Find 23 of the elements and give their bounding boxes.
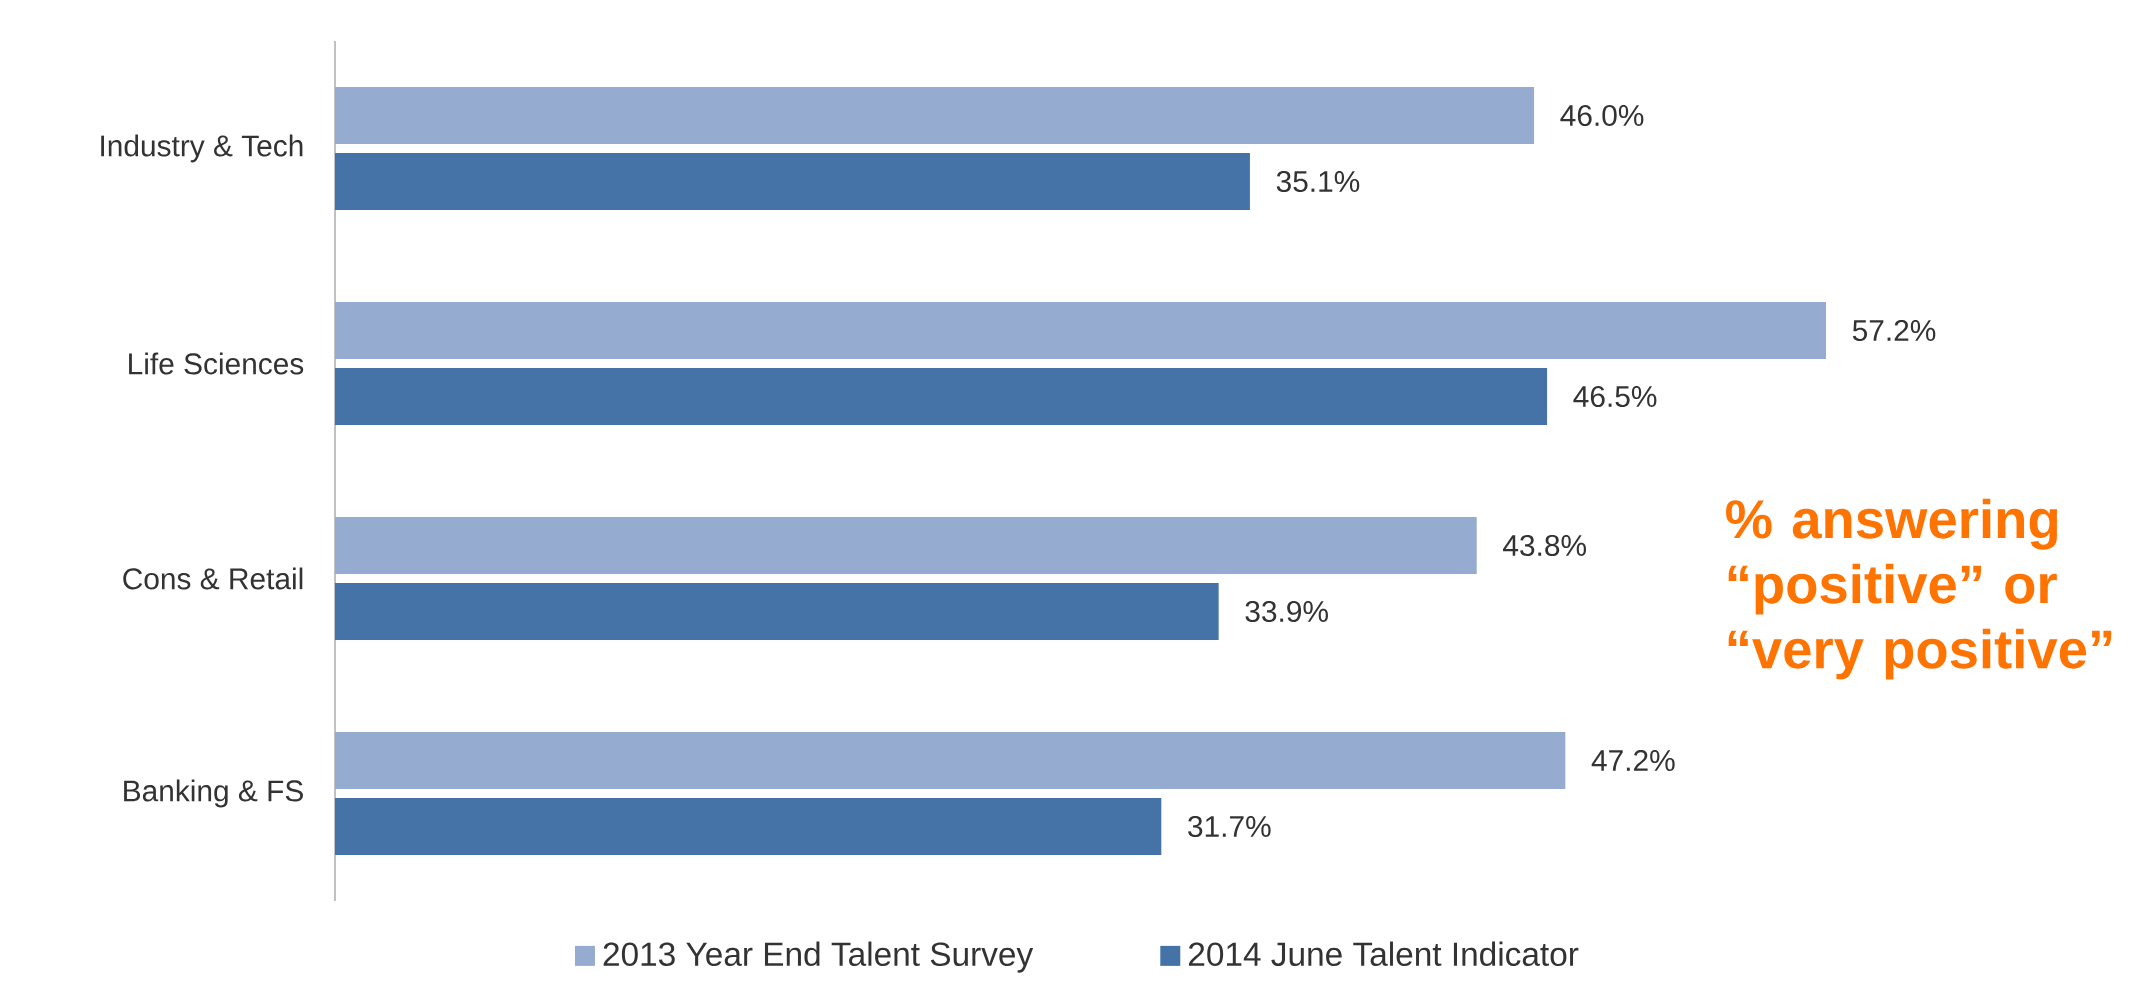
- data-label: 35.1%: [1276, 170, 1360, 193]
- bar: [335, 302, 1826, 359]
- y-tick-label: Cons & Retail: [123, 567, 303, 590]
- y-tick-label: Industry & Tech: [101, 134, 303, 163]
- data-label: 47.2%: [1591, 750, 1675, 771]
- legend-label: 2013 Year End Talent Survey: [603, 941, 1034, 973]
- bar: [335, 583, 1219, 640]
- data-label: 33.9%: [1245, 600, 1328, 623]
- legend-label: 2014 June Talent Indicator: [1188, 941, 1579, 967]
- bar: [335, 368, 1548, 425]
- bar: [335, 516, 1477, 574]
- data-label: 31.7%: [1188, 815, 1271, 838]
- bar: [335, 153, 1250, 211]
- data-label: 43.8%: [1503, 534, 1587, 557]
- annotation: % answering “positive” or “very positive”: [1726, 498, 2112, 680]
- data-label: 46.0%: [1560, 104, 1644, 127]
- y-tick-label: Life Sciences: [129, 352, 304, 375]
- bar: [335, 798, 1162, 855]
- y-tick-label: Banking & FS: [124, 779, 303, 808]
- bar: [335, 731, 1566, 789]
- data-label: 46.5%: [1573, 385, 1657, 408]
- data-label: 57.2%: [1852, 319, 1936, 342]
- bar: [335, 87, 1535, 144]
